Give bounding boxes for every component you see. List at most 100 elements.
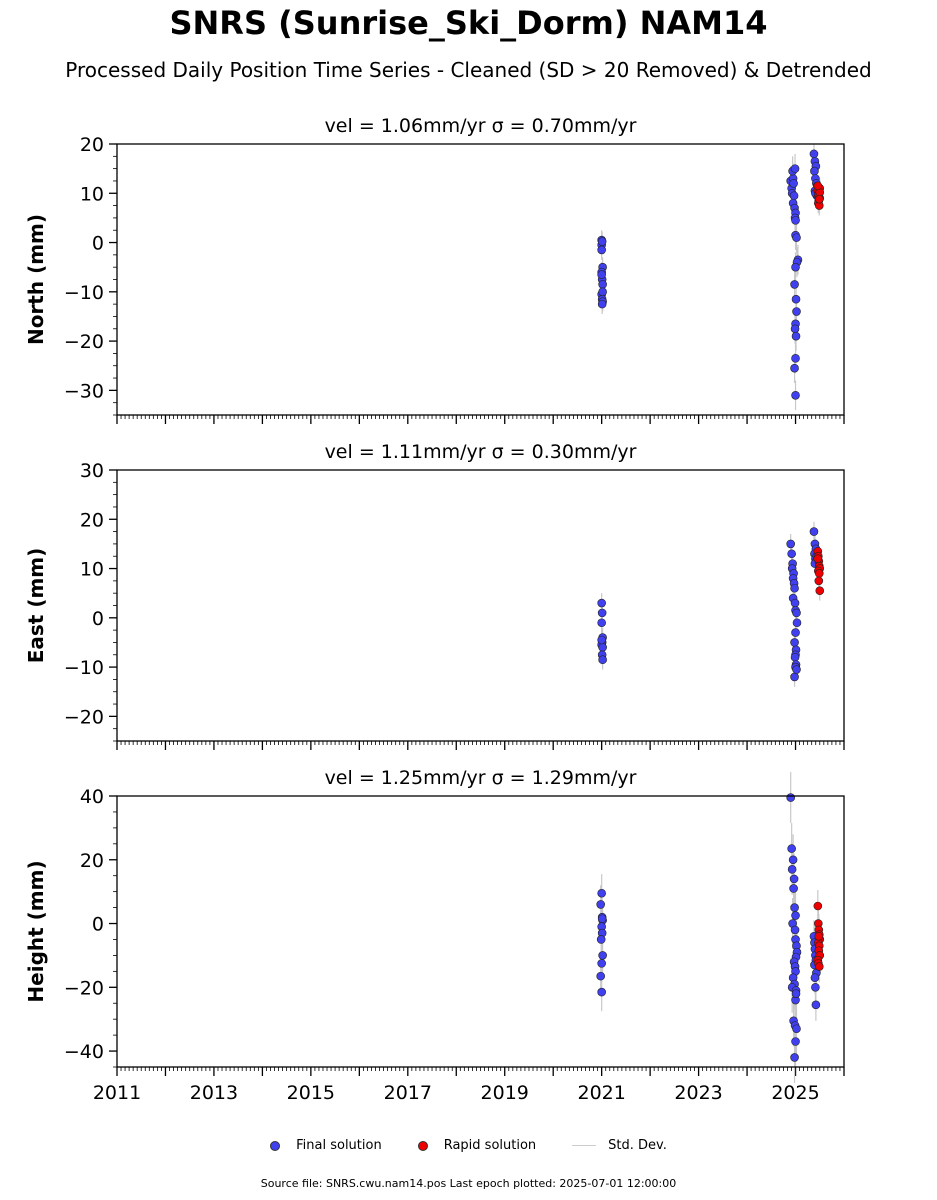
final-point [810,973,820,983]
rapid-point [815,586,825,596]
final-point [597,245,606,255]
y-tick-label: 20 [80,134,104,156]
final-point [791,628,800,637]
final-point [791,216,800,225]
footer-source-note: Source file: SNRS.cwu.nam14.pos Last epo… [260,1177,677,1190]
rapid-point [814,931,824,941]
final-point [791,262,800,272]
plot-frame [116,469,845,742]
x-tick-label: 2015 [287,1082,335,1104]
final-point [790,583,799,593]
final-point [597,299,607,309]
rapid-point [813,901,823,911]
final-point [597,959,606,968]
y-tick-label: −10 [64,282,104,304]
panel-title: vel = 1.11mm/yr σ = 0.30mm/yr [325,441,637,463]
final-point [597,618,606,628]
final-point [598,280,607,289]
y-tick-label: 10 [80,183,104,205]
final-point [597,237,607,246]
x-tick-label: 2013 [190,1082,238,1104]
final-point [788,855,798,865]
final-point [598,951,607,960]
rapid-point [813,554,823,563]
final-point [790,280,799,289]
final-point [790,652,800,662]
final-point [792,307,801,316]
y-axis-label: East (mm) [24,548,48,664]
final-point [792,1024,801,1034]
final-point [790,598,800,608]
x-tick-label: 2025 [771,1082,819,1104]
legend-item-rapid: Rapid solution [417,1138,536,1153]
x-tick-label: 2019 [481,1082,529,1104]
chart-title: SNRS (Sunrise_Ski_Dorm) NAM14 [169,4,768,42]
final-point [597,635,606,645]
final-point [791,331,801,341]
final-point [786,793,795,802]
legend-marker-final [270,1140,281,1151]
final-point [789,884,798,893]
final-point [791,911,800,920]
final-point [790,324,800,334]
final-point [789,191,799,201]
final-point [791,354,800,363]
final-point [792,665,801,674]
final-point [596,935,606,944]
final-point [597,987,606,997]
final-point [789,179,798,188]
final-point [787,549,796,559]
final-point [596,971,605,981]
chart-subtitle: Processed Daily Position Time Series - C… [65,58,872,82]
y-tick-label: 30 [80,460,104,482]
final-point [787,844,796,853]
legend-line-std [572,1145,597,1146]
y-tick-label: −30 [64,380,104,402]
final-point [792,608,801,618]
final-point [809,149,819,159]
x-tick-label: 2011 [93,1082,141,1104]
final-point [790,903,799,912]
y-tick-label: −20 [64,331,104,353]
y-tick-label: 10 [80,559,104,581]
final-point [811,982,820,992]
plot-frame [116,795,845,1068]
panel-title: vel = 1.06mm/yr σ = 0.70mm/yr [325,115,637,137]
y-tick-label: 40 [80,786,104,808]
legend-item-final: Final solution [270,1138,382,1153]
rapid-point [814,576,824,586]
final-point [790,925,800,935]
y-tick-label: −10 [64,657,104,679]
plot-frame [116,143,845,416]
final-point [598,287,607,297]
final-point [790,1053,799,1062]
final-point [597,888,606,898]
final-point [790,164,800,173]
y-tick-label: −20 [64,706,104,728]
y-tick-label: 20 [80,850,104,872]
final-point [811,1000,821,1010]
legend-label-final: Final solution [296,1138,382,1153]
final-point [598,643,607,652]
rapid-point [814,962,824,971]
y-axis-label: North (mm) [24,214,48,345]
final-point [789,874,799,884]
final-point [597,608,607,618]
final-point [597,914,607,924]
legend-label-std: Std. Dev. [608,1138,667,1153]
y-tick-label: −40 [64,1041,104,1063]
rapid-point [813,181,823,191]
y-tick-label: 0 [92,914,104,936]
y-axis-label: Height (mm) [24,860,48,1002]
y-tick-label: 0 [92,233,104,255]
final-point [786,539,795,549]
final-point [597,270,606,279]
final-point [810,166,819,176]
x-tick-label: 2021 [577,1082,625,1104]
y-tick-label: 20 [80,509,104,531]
final-point [598,655,607,665]
final-point [792,618,802,628]
final-point [790,672,799,682]
x-tick-label: 2023 [674,1082,722,1104]
panel-title: vel = 1.25mm/yr σ = 1.29mm/yr [325,767,637,789]
